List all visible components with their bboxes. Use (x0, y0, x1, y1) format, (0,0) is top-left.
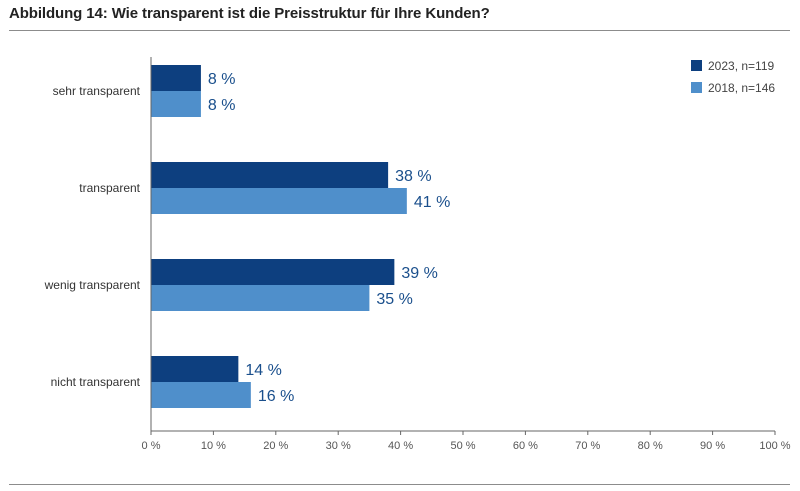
data-label-0-1: 38 % (395, 168, 431, 185)
x-tick-label-0: 0 % (142, 440, 161, 452)
x-tick-label-8: 80 % (638, 440, 663, 452)
bottom-divider (9, 484, 790, 485)
x-tick-label-6: 60 % (513, 440, 538, 452)
data-label-0-0: 8 % (208, 71, 236, 88)
legend-label-1: 2018, n=146 (708, 81, 775, 95)
axes-group (150, 57, 776, 435)
title-divider (9, 30, 790, 31)
data-label-1-3: 16 % (258, 388, 294, 405)
data-label-0-3: 14 % (245, 362, 281, 379)
category-label-0: sehr transparent (53, 84, 141, 98)
x-tick-label-7: 70 % (575, 440, 600, 452)
x-tick-label-5: 50 % (450, 440, 475, 452)
x-tick-label-10: 100 % (759, 440, 790, 452)
bars-group (151, 65, 407, 408)
category-label-1: transparent (79, 181, 140, 195)
x-tick-label-9: 90 % (700, 440, 725, 452)
bar-1-3 (151, 382, 251, 408)
x-tick-label-1: 10 % (201, 440, 226, 452)
bar-0-1 (151, 162, 389, 188)
legend-label-0: 2023, n=119 (708, 59, 775, 73)
legend-swatch-0 (691, 60, 702, 71)
x-tick-label-3: 30 % (326, 440, 351, 452)
labels-group: 8 % 8 % sehr transparent 38 % 41 % transparen… (44, 71, 791, 452)
figure-title: Abbildung 14: Wie transparent ist die Pr… (9, 5, 490, 22)
legend-swatch-1 (691, 82, 702, 93)
category-label-3: nicht transparent (51, 375, 141, 389)
data-label-1-0: 8 % (208, 97, 236, 114)
x-tick-label-2: 20 % (263, 440, 288, 452)
category-label-2: wenig transparent (44, 278, 141, 292)
data-label-0-2: 39 % (401, 265, 437, 282)
legend: 2023, n=119 2018, n=146 (691, 59, 775, 95)
bar-0-0 (151, 65, 201, 91)
bar-0-2 (151, 259, 395, 285)
x-tick-label-4: 40 % (388, 440, 413, 452)
data-label-1-2: 35 % (376, 291, 412, 308)
bar-1-0 (151, 91, 201, 117)
bar-0-3 (151, 356, 239, 382)
bar-1-1 (151, 188, 407, 214)
bar-1-2 (151, 285, 370, 311)
data-label-1-1: 41 % (414, 194, 450, 211)
